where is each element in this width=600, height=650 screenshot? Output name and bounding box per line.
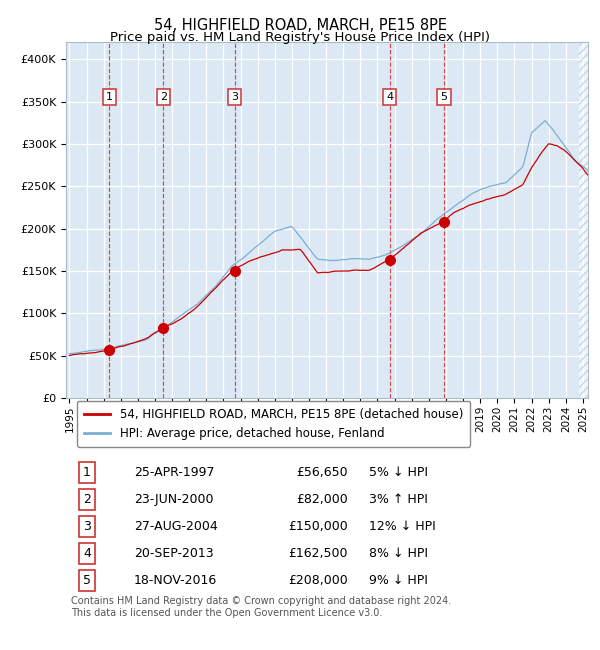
Text: 5% ↓ HPI: 5% ↓ HPI <box>369 466 428 479</box>
Text: 5: 5 <box>440 92 448 102</box>
Text: 1: 1 <box>83 466 91 479</box>
Text: 18-NOV-2016: 18-NOV-2016 <box>134 574 217 587</box>
Text: Price paid vs. HM Land Registry's House Price Index (HPI): Price paid vs. HM Land Registry's House … <box>110 31 490 44</box>
Text: 5: 5 <box>83 574 91 587</box>
Text: 8% ↓ HPI: 8% ↓ HPI <box>369 547 428 560</box>
Text: £150,000: £150,000 <box>288 520 348 533</box>
Text: 9% ↓ HPI: 9% ↓ HPI <box>369 574 428 587</box>
Text: 23-JUN-2000: 23-JUN-2000 <box>134 493 214 506</box>
Text: £56,650: £56,650 <box>296 466 348 479</box>
Text: 3: 3 <box>231 92 238 102</box>
Text: 2: 2 <box>160 92 167 102</box>
Text: £82,000: £82,000 <box>296 493 348 506</box>
Text: 20-SEP-2013: 20-SEP-2013 <box>134 547 214 560</box>
Text: 2: 2 <box>83 493 91 506</box>
Text: 12% ↓ HPI: 12% ↓ HPI <box>369 520 436 533</box>
Text: 4: 4 <box>83 547 91 560</box>
Text: Contains HM Land Registry data © Crown copyright and database right 2024.
This d: Contains HM Land Registry data © Crown c… <box>71 596 451 618</box>
Text: 27-AUG-2004: 27-AUG-2004 <box>134 520 218 533</box>
Bar <box>578 42 600 398</box>
Text: 1: 1 <box>106 92 113 102</box>
Text: 3% ↑ HPI: 3% ↑ HPI <box>369 493 428 506</box>
Text: 4: 4 <box>386 92 394 102</box>
Text: £162,500: £162,500 <box>289 547 348 560</box>
Text: 25-APR-1997: 25-APR-1997 <box>134 466 214 479</box>
Text: 54, HIGHFIELD ROAD, MARCH, PE15 8PE: 54, HIGHFIELD ROAD, MARCH, PE15 8PE <box>154 18 446 33</box>
Legend: 54, HIGHFIELD ROAD, MARCH, PE15 8PE (detached house), HPI: Average price, detach: 54, HIGHFIELD ROAD, MARCH, PE15 8PE (det… <box>77 400 470 447</box>
Text: £208,000: £208,000 <box>288 574 348 587</box>
Text: 3: 3 <box>83 520 91 533</box>
